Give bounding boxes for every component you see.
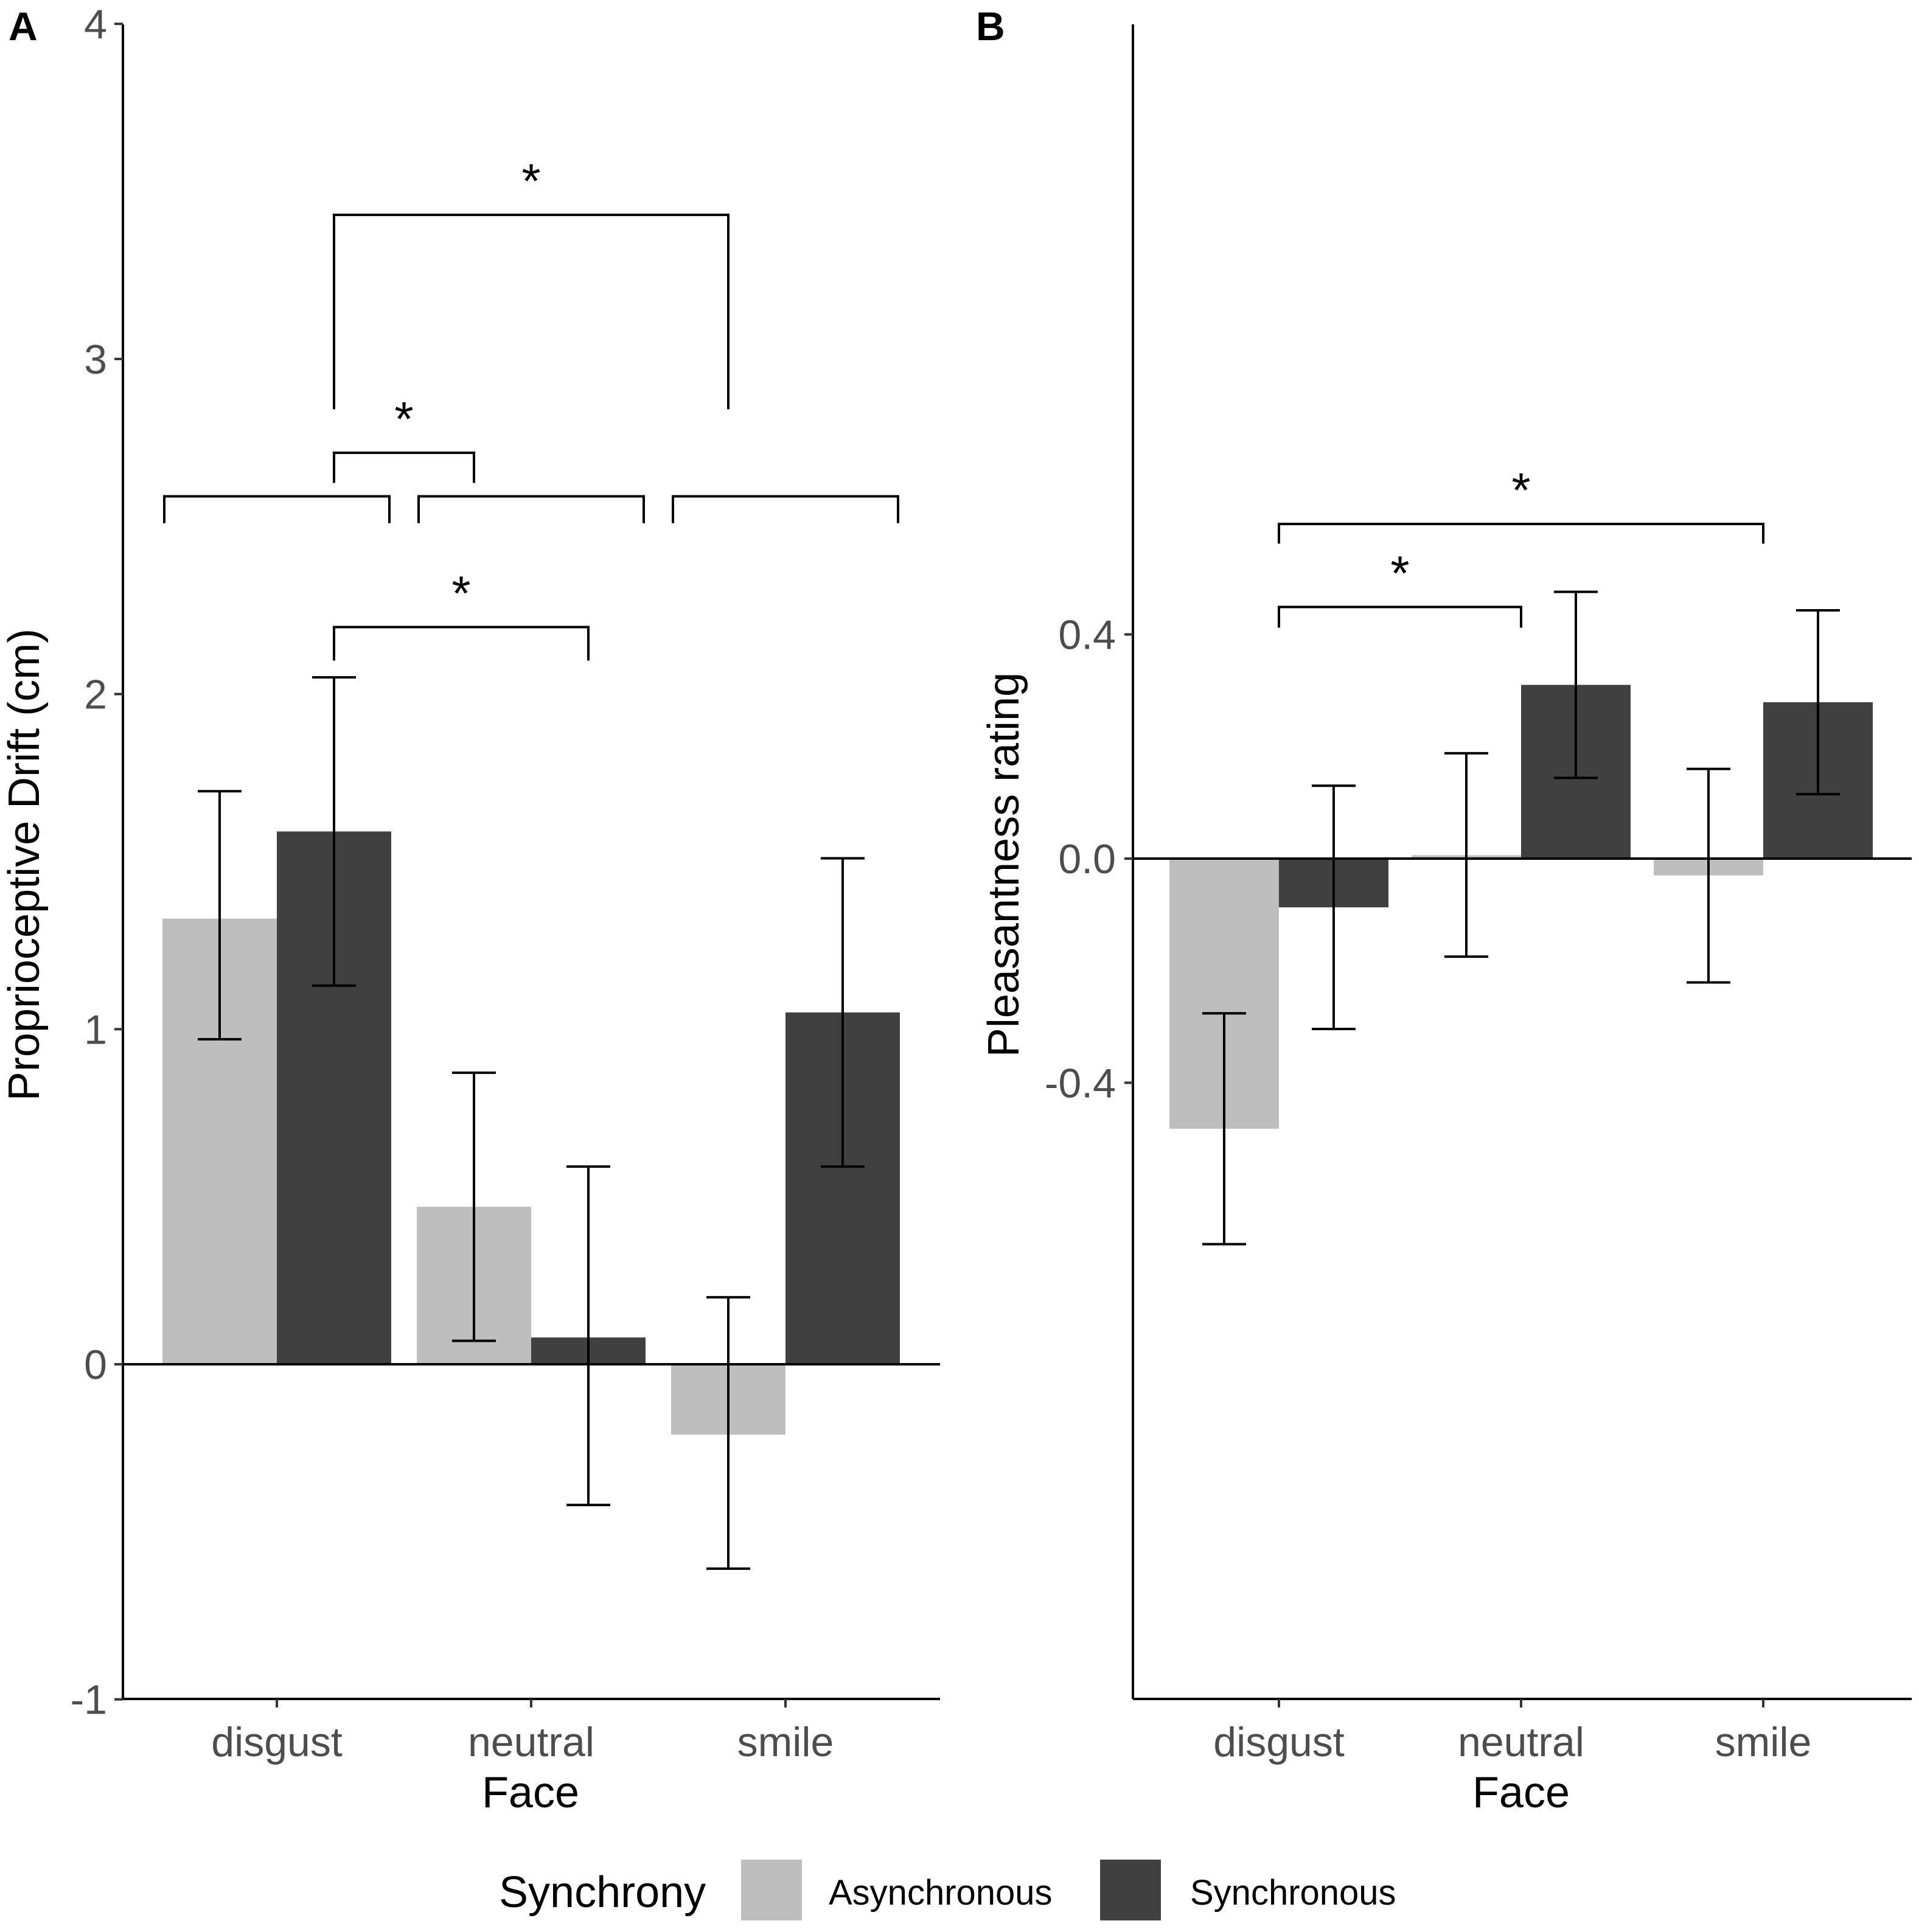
panel-a-significance-bracket (333, 626, 590, 661)
panel-b-xlabel: Face (1472, 1768, 1570, 1817)
panel-b-errorbar-neutral-asynchronous (1444, 752, 1488, 958)
panel-a-errorbar-smile-synchronous (821, 857, 865, 1168)
panel-b-errorbar-smile-asynchronous (1687, 767, 1730, 984)
panel-a-significance-star: * (521, 154, 540, 208)
panel-a-significance-bracket (333, 452, 475, 483)
panel-a-significance-star: * (394, 392, 413, 446)
legend-label-synchronous: Synchronous (1190, 1873, 1396, 1913)
panel-b-errorbar-disgust-asynchronous (1202, 1012, 1246, 1246)
panel-b-xtick-label: disgust (1213, 1719, 1345, 1765)
panel-b-ytick-label: 0.4 (1058, 612, 1116, 658)
legend-title: Synchrony (499, 1868, 706, 1917)
panel-a-xtick-label: disgust (211, 1719, 343, 1765)
panel-b-xtick-label: smile (1715, 1719, 1812, 1765)
panel-a-significance-group (417, 495, 645, 523)
panel-a: A -1 0 1 2 3 4 disgust neutral smile * * * Proprioc… (0, 1, 940, 1817)
panel-b: B -0.4 0.0 0.4 disgust neutral smile * * Pleasa… (976, 4, 1912, 1817)
panel-a-significance-group (163, 495, 391, 523)
panel-a-ylabel: Proprioceptive Drift (cm) (0, 629, 49, 1101)
panel-b-errorbar-disgust-synchronous (1312, 784, 1356, 1030)
panel-a-errorbar-neutral-asynchronous (452, 1071, 496, 1342)
panel-b-errorbar-neutral-synchronous (1554, 590, 1598, 779)
bracket-line (672, 495, 899, 523)
panel-a-errorbar-disgust-synchronous (312, 676, 356, 987)
panel-a-plot: -1 0 1 2 3 4 disgust neutral smile * * * (71, 1, 940, 1765)
panel-b-ylabel: Pleasantness rating (980, 672, 1028, 1057)
panel-b-significance-star: * (1390, 546, 1409, 600)
legend-swatch-asynchronous (741, 1860, 802, 1920)
panel-a-ytick-label: -1 (71, 1677, 107, 1723)
panel-a-significance-group (672, 495, 899, 523)
panel-b-errorbar-smile-synchronous (1796, 609, 1840, 796)
panel-b-significance-star: * (1511, 463, 1530, 517)
panel-b-label: B (976, 4, 1005, 49)
panel-a-ytick-label: 2 (84, 672, 107, 718)
panel-a-ytick-label: 3 (84, 337, 107, 383)
panel-b-significance-bracket (1278, 605, 1522, 628)
panel-a-ytick-label: 0 (84, 1342, 107, 1388)
legend-swatch-synchronous (1100, 1860, 1161, 1920)
panel-a-ytick-label: 1 (84, 1006, 107, 1053)
panel-a-xtick-label: smile (737, 1719, 834, 1765)
panel-b-xtick-label: neutral (1458, 1719, 1584, 1765)
panel-a-errorbar-disgust-asynchronous (198, 790, 242, 1041)
panel-a-xtick-label: neutral (468, 1719, 594, 1765)
panel-a-errorbar-smile-asynchronous (706, 1296, 750, 1570)
bracket-line (333, 452, 475, 483)
panel-a-ytick-label: 4 (84, 1, 107, 47)
legend: Synchrony Asynchronous Synchronous (499, 1860, 1396, 1920)
panel-a-significance-bracket (333, 214, 730, 410)
panel-a-label: A (9, 4, 38, 49)
panel-b-significance-bracket (1278, 523, 1764, 544)
bracket-line (163, 495, 391, 523)
panel-b-ytick-label: -0.4 (1045, 1060, 1116, 1106)
bracket-line (417, 495, 645, 523)
bracket-line (1278, 605, 1522, 628)
panel-b-plot: -0.4 0.0 0.4 disgust neutral smile * * (1045, 24, 1912, 1765)
panel-a-xlabel: Face (482, 1768, 579, 1817)
panel-a-errorbar-neutral-synchronous (566, 1165, 610, 1507)
bracket-line (1278, 523, 1764, 544)
panel-a-significance-star: * (451, 566, 470, 620)
panel-b-ytick-label: 0.0 (1058, 836, 1116, 882)
bracket-line (333, 214, 730, 410)
bracket-line (333, 626, 590, 661)
legend-label-asynchronous: Asynchronous (829, 1873, 1053, 1913)
